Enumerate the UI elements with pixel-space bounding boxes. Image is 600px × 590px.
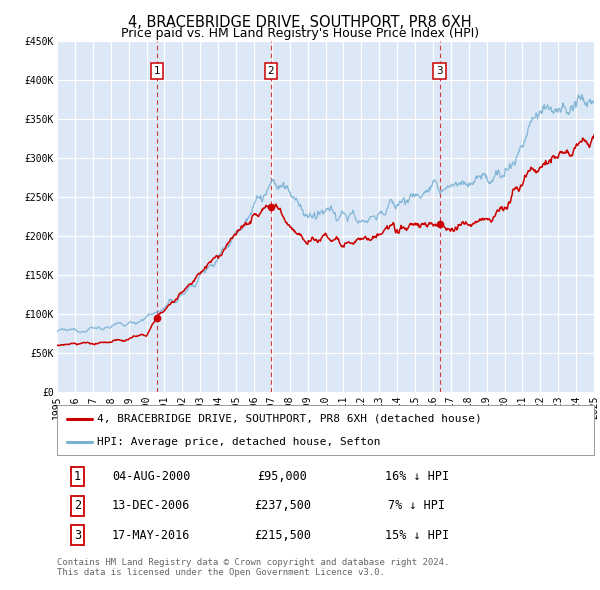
Text: Contains HM Land Registry data © Crown copyright and database right 2024.: Contains HM Land Registry data © Crown c… <box>57 558 449 566</box>
Text: 7% ↓ HPI: 7% ↓ HPI <box>388 499 445 513</box>
Text: 15% ↓ HPI: 15% ↓ HPI <box>385 529 449 542</box>
Text: 1: 1 <box>154 66 160 76</box>
Text: 13-DEC-2006: 13-DEC-2006 <box>112 499 190 513</box>
Text: This data is licensed under the Open Government Licence v3.0.: This data is licensed under the Open Gov… <box>57 568 385 576</box>
Text: 16% ↓ HPI: 16% ↓ HPI <box>385 470 449 483</box>
Text: 4, BRACEBRIDGE DRIVE, SOUTHPORT, PR8 6XH: 4, BRACEBRIDGE DRIVE, SOUTHPORT, PR8 6XH <box>128 15 472 30</box>
Text: 2: 2 <box>74 499 81 513</box>
Text: £237,500: £237,500 <box>254 499 311 513</box>
Text: 2: 2 <box>268 66 274 76</box>
Text: 1: 1 <box>74 470 81 483</box>
Text: 04-AUG-2000: 04-AUG-2000 <box>112 470 190 483</box>
Text: 3: 3 <box>436 66 443 76</box>
Text: 17-MAY-2016: 17-MAY-2016 <box>112 529 190 542</box>
Text: £95,000: £95,000 <box>257 470 307 483</box>
Text: 4, BRACEBRIDGE DRIVE, SOUTHPORT, PR8 6XH (detached house): 4, BRACEBRIDGE DRIVE, SOUTHPORT, PR8 6XH… <box>97 414 482 424</box>
Text: 3: 3 <box>74 529 81 542</box>
Text: £215,500: £215,500 <box>254 529 311 542</box>
Text: Price paid vs. HM Land Registry's House Price Index (HPI): Price paid vs. HM Land Registry's House … <box>121 27 479 40</box>
Text: HPI: Average price, detached house, Sefton: HPI: Average price, detached house, Seft… <box>97 437 381 447</box>
